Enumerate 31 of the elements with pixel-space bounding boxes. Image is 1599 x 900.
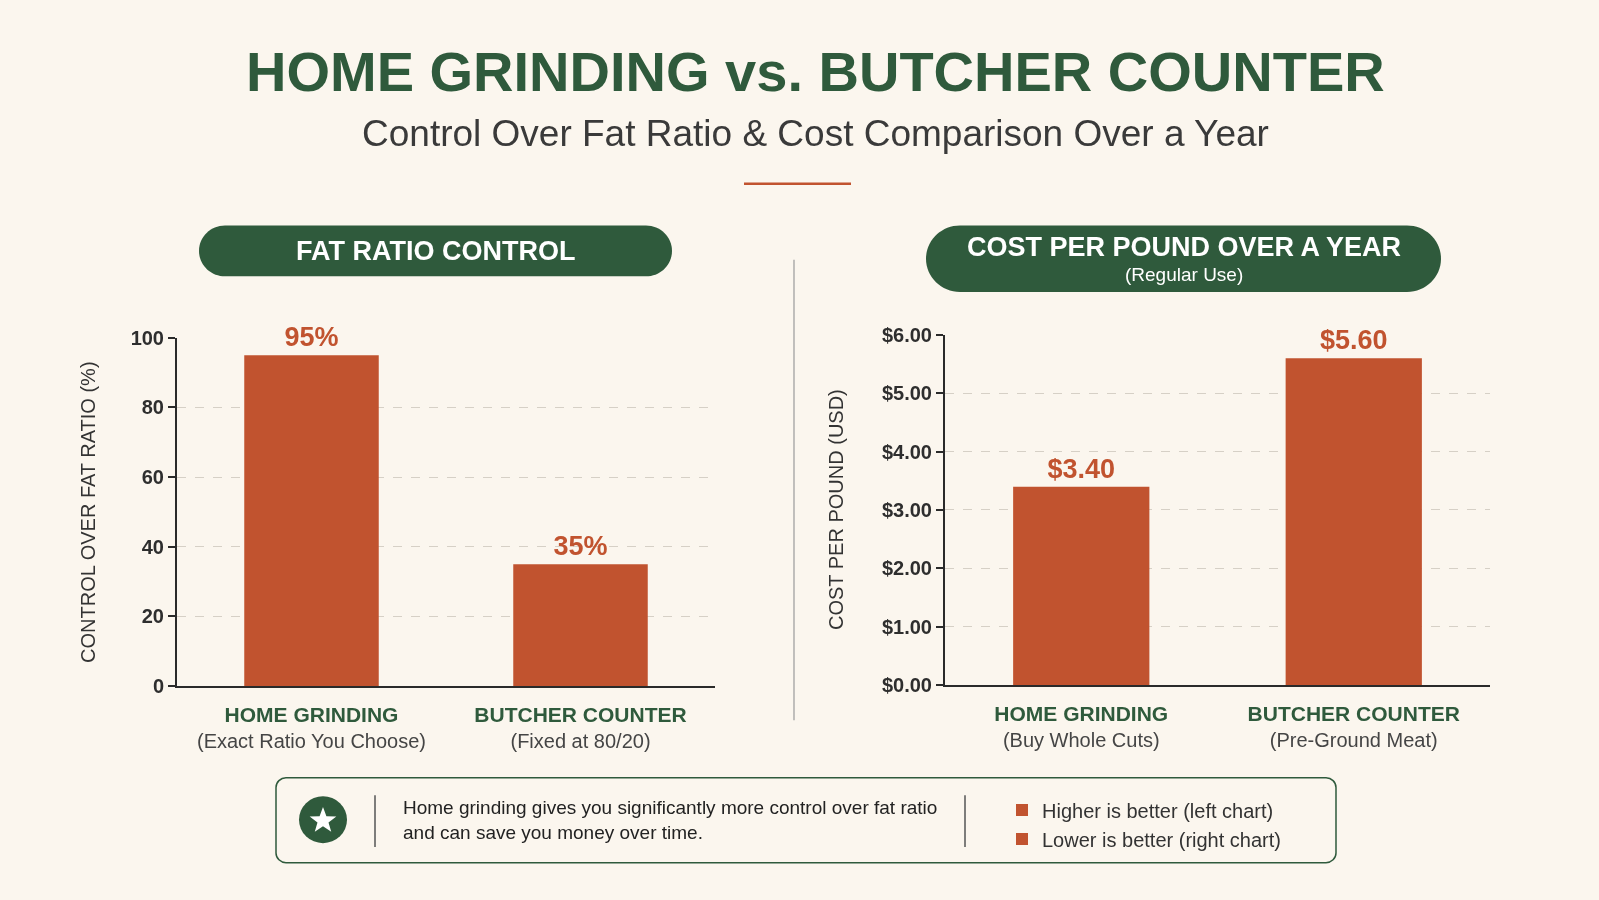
legend-label: Lower is better (right chart) bbox=[1042, 828, 1281, 851]
y-tick-label: 100 bbox=[130, 326, 164, 349]
text: Home grinding gives you significantly more control over fat ratio and can save you money over time. bbox=[403, 797, 938, 843]
data-label: 35% bbox=[553, 531, 608, 562]
text: Control Over Fat Ratio & Cost Comparison Over a Year bbox=[362, 113, 1269, 154]
x-tick-label: BUTCHER COUNTER (Fixed at 80/20) bbox=[474, 703, 687, 753]
y-tick-label: $0.00 bbox=[881, 674, 932, 697]
y-tick-label: $2.00 bbox=[881, 557, 932, 580]
x-tick-label: BUTCHER COUNTER (Pre-Ground Meat) bbox=[1247, 702, 1460, 752]
y-axis-title: COST PER POUND (USD) bbox=[825, 389, 847, 630]
legend-label: Higher is better (left chart) bbox=[1042, 799, 1274, 822]
text: HOME GRINDING vs. BUTCHER COUNTER bbox=[246, 40, 1385, 103]
y-tick-label: $1.00 bbox=[881, 615, 932, 638]
y-tick-label: 80 bbox=[141, 396, 164, 419]
y-tick-label: $4.00 bbox=[881, 440, 932, 463]
data-label: 95% bbox=[284, 322, 339, 353]
y-tick-label: $3.00 bbox=[881, 498, 932, 521]
x-tick-label: HOME GRINDING (Exact Ratio You Choose) bbox=[196, 703, 427, 753]
data-label: $5.60 bbox=[1319, 325, 1388, 356]
chart-subtitle: (Regular Use) bbox=[1125, 264, 1244, 285]
y-tick-label: 20 bbox=[141, 605, 164, 628]
data-label: $3.40 bbox=[1047, 453, 1116, 484]
chart-title: COST PER POUND OVER A YEAR bbox=[967, 232, 1402, 262]
y-tick-label: $6.00 bbox=[881, 323, 932, 346]
x-tick-label: HOME GRINDING (Buy Whole Cuts) bbox=[994, 702, 1169, 752]
y-tick-label: 40 bbox=[141, 535, 164, 558]
y-tick-label: 60 bbox=[141, 466, 164, 489]
y-axis-title: CONTROL OVER FAT RATIO (%) bbox=[77, 361, 100, 663]
y-tick-label: $5.00 bbox=[881, 382, 932, 405]
chart-title: FAT RATIO CONTROL bbox=[296, 236, 576, 266]
y-tick-label: 0 bbox=[152, 675, 164, 698]
